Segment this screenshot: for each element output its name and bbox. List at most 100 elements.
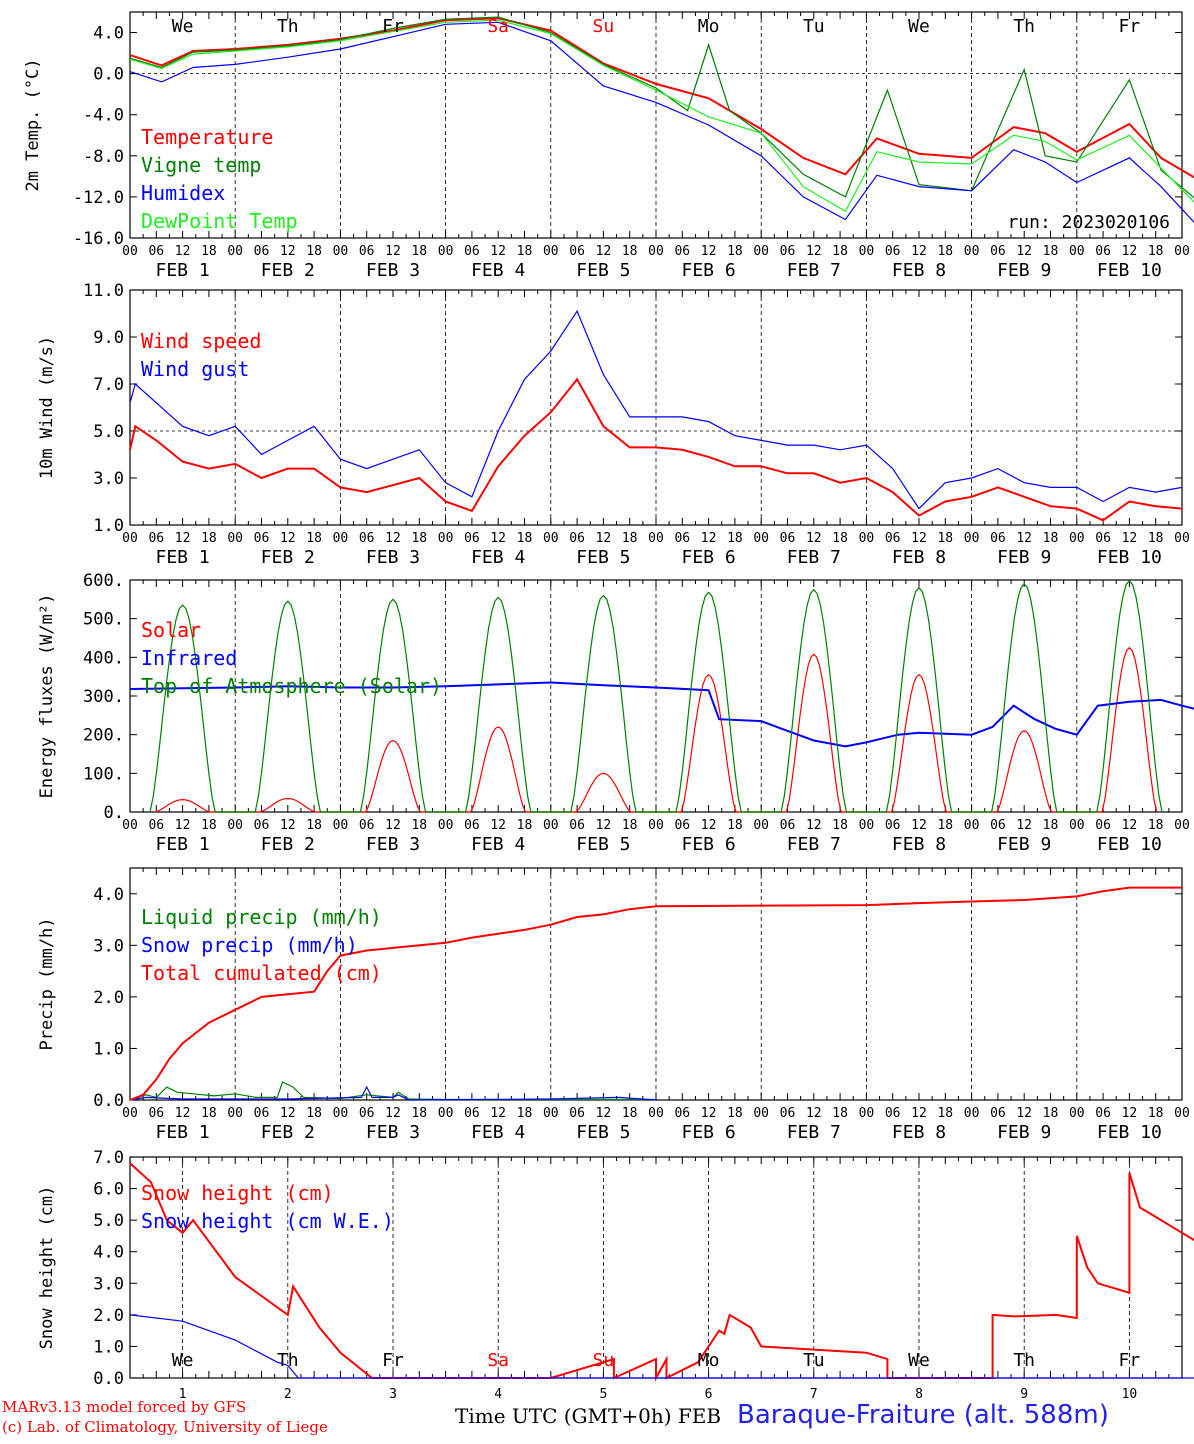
date-label: FEB 4 bbox=[471, 260, 525, 281]
hour-tick-label: 12 bbox=[490, 818, 506, 833]
hour-tick-label: 00 bbox=[1174, 1106, 1190, 1121]
legend-entry: Snow precip (mm/h) bbox=[141, 933, 358, 957]
y-tick-label: 1.0 bbox=[93, 516, 124, 536]
hour-tick-label: 12 bbox=[806, 531, 822, 546]
series-line bbox=[129, 681, 1194, 748]
y-tick-label: 4.0 bbox=[93, 1243, 124, 1263]
hour-tick-label: 18 bbox=[622, 818, 638, 833]
y-axis-title: Precip (mm/h) bbox=[37, 917, 57, 1050]
hour-tick-label: 18 bbox=[306, 1106, 322, 1121]
y-tick-label: 400. bbox=[83, 648, 124, 668]
hour-tick-label: 18 bbox=[727, 244, 743, 259]
panel-1 bbox=[129, 11, 1194, 239]
hour-tick-label: 18 bbox=[306, 818, 322, 833]
hour-tick-label: 12 bbox=[490, 1106, 506, 1121]
day-number: 2 bbox=[284, 1387, 292, 1402]
hour-tick-label: 06 bbox=[254, 818, 270, 833]
hour-tick-label: 00 bbox=[859, 818, 875, 833]
hour-tick-label: 06 bbox=[464, 244, 480, 259]
date-label: FEB 10 bbox=[1097, 547, 1162, 568]
day-number: 10 bbox=[1122, 1387, 1138, 1402]
hour-tick-label: 06 bbox=[148, 531, 164, 546]
y-axis-title: Energy fluxes (W/m²) bbox=[37, 594, 57, 799]
legend-entry: Humidex bbox=[141, 181, 225, 205]
hour-tick-label: 12 bbox=[280, 244, 296, 259]
y-tick-label: 3.0 bbox=[93, 469, 124, 489]
hour-tick-label: 12 bbox=[385, 1106, 401, 1121]
hour-tick-label: 18 bbox=[937, 531, 953, 546]
hour-tick-label: 18 bbox=[1043, 531, 1059, 546]
hour-tick-label: 06 bbox=[359, 818, 375, 833]
panel-2 bbox=[129, 289, 1183, 526]
weekday-label: Fr bbox=[382, 1350, 404, 1371]
y-tick-label: 2.0 bbox=[93, 988, 124, 1008]
weekday-label: We bbox=[172, 16, 194, 37]
hour-tick-label: 12 bbox=[175, 1106, 191, 1121]
y-tick-label: -8.0 bbox=[83, 147, 124, 167]
y-tick-label: -16.0 bbox=[73, 229, 124, 249]
y-tick-label: 1.0 bbox=[93, 1039, 124, 1059]
hour-tick-label: 00 bbox=[859, 531, 875, 546]
weekday-label: Su bbox=[593, 1350, 615, 1371]
hour-tick-label: 00 bbox=[1069, 818, 1085, 833]
date-label: FEB 6 bbox=[682, 834, 736, 855]
day-number: 8 bbox=[915, 1387, 923, 1402]
series-line bbox=[129, 17, 1194, 179]
date-label: FEB 3 bbox=[366, 1122, 420, 1143]
date-label: FEB 8 bbox=[892, 260, 946, 281]
weekday-label: Th bbox=[277, 1350, 299, 1371]
hour-tick-label: 00 bbox=[1069, 1106, 1085, 1121]
date-label: FEB 7 bbox=[787, 834, 841, 855]
y-tick-label: 0.0 bbox=[93, 1369, 124, 1389]
hour-tick-label: 06 bbox=[674, 244, 690, 259]
hour-tick-label: 00 bbox=[964, 1106, 980, 1121]
hour-tick-label: 00 bbox=[859, 1106, 875, 1121]
hour-tick-label: 18 bbox=[517, 818, 533, 833]
hour-tick-label: 18 bbox=[411, 244, 427, 259]
hour-tick-label: 00 bbox=[122, 818, 138, 833]
hour-tick-label: 00 bbox=[438, 1106, 454, 1121]
y-tick-label: 5.0 bbox=[93, 422, 124, 442]
hour-tick-label: 18 bbox=[937, 1106, 953, 1121]
date-label: FEB 10 bbox=[1097, 1122, 1162, 1143]
weekday-label: Fr bbox=[382, 16, 404, 37]
date-label: FEB 7 bbox=[787, 1122, 841, 1143]
hour-tick-label: 06 bbox=[1095, 531, 1111, 546]
hour-tick-label: 12 bbox=[1122, 1106, 1138, 1121]
date-label: FEB 2 bbox=[261, 547, 315, 568]
hour-tick-label: 00 bbox=[333, 244, 349, 259]
hour-tick-label: 06 bbox=[359, 244, 375, 259]
y-tick-label: 3.0 bbox=[93, 936, 124, 956]
legend-entry: Infrared bbox=[141, 646, 237, 670]
y-tick-label: 6.0 bbox=[93, 1180, 124, 1200]
hour-tick-label: 06 bbox=[359, 531, 375, 546]
hour-tick-label: 06 bbox=[148, 818, 164, 833]
hour-tick-label: 00 bbox=[648, 531, 664, 546]
hour-tick-label: 12 bbox=[385, 818, 401, 833]
series-line bbox=[129, 1162, 1194, 1382]
hour-tick-label: 12 bbox=[490, 244, 506, 259]
run-annotation: run: 2023020106 bbox=[1007, 212, 1170, 233]
panel-4 bbox=[129, 867, 1183, 1101]
hour-tick-label: 18 bbox=[517, 1106, 533, 1121]
hour-tick-label: 12 bbox=[1122, 244, 1138, 259]
date-label: FEB 6 bbox=[682, 547, 736, 568]
legend-entry: Total cumulated (cm) bbox=[141, 961, 382, 985]
hour-tick-label: 18 bbox=[1043, 244, 1059, 259]
hour-tick-label: 12 bbox=[1016, 531, 1032, 546]
hour-tick-label: 06 bbox=[254, 531, 270, 546]
hour-tick-label: 12 bbox=[175, 244, 191, 259]
series-line bbox=[149, 579, 1163, 813]
hour-tick-label: 12 bbox=[596, 531, 612, 546]
hour-tick-label: 18 bbox=[1148, 244, 1164, 259]
hour-tick-label: 00 bbox=[122, 1106, 138, 1121]
hour-tick-label: 00 bbox=[227, 531, 243, 546]
hour-tick-label: 06 bbox=[148, 244, 164, 259]
hour-tick-label: 18 bbox=[306, 244, 322, 259]
y-tick-label: 7.0 bbox=[93, 375, 124, 395]
hour-tick-label: 12 bbox=[806, 1106, 822, 1121]
hour-tick-label: 06 bbox=[780, 1106, 796, 1121]
hour-tick-label: 00 bbox=[1174, 818, 1190, 833]
y-tick-label: 0. bbox=[104, 803, 124, 823]
y-tick-label: 4.0 bbox=[93, 885, 124, 905]
